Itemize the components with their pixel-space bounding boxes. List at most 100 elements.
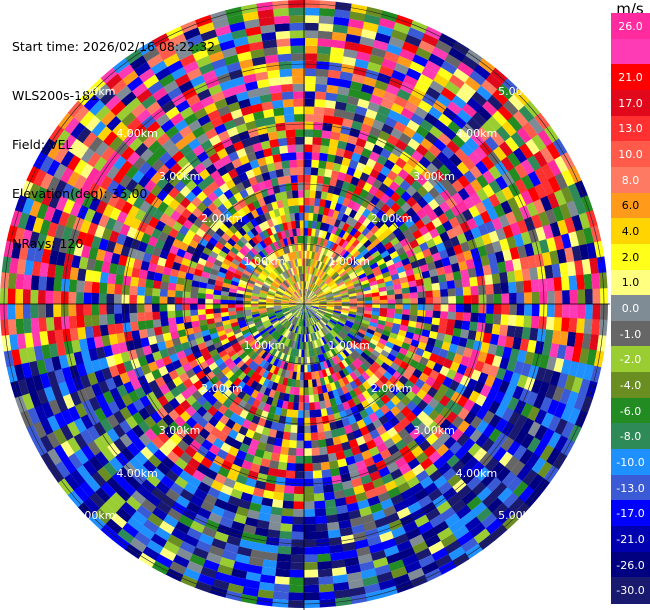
range-gate-cell — [423, 534, 441, 549]
range-gate-cell — [272, 241, 280, 250]
range-gate-cell — [150, 171, 164, 185]
range-gate-cell — [196, 481, 211, 494]
range-gate-cell — [486, 207, 499, 222]
range-gate-cell — [387, 444, 400, 456]
range-gate-cell — [338, 285, 347, 291]
range-gate-cell — [313, 260, 319, 268]
range-gate-cell — [435, 500, 452, 515]
range-gate-cell — [299, 341, 302, 350]
range-gate-cell — [288, 15, 306, 24]
range-gate-cell — [487, 343, 498, 356]
range-gate-cell — [318, 299, 327, 302]
range-gate-cell — [445, 196, 458, 210]
range-gate-cell — [252, 290, 260, 295]
range-gate-cell — [509, 372, 521, 387]
range-gate-cell — [183, 131, 197, 145]
range-gate-cell — [395, 352, 406, 362]
range-gate-cell — [460, 82, 477, 98]
range-gate-cell — [389, 385, 400, 396]
range-gate-cell — [268, 77, 282, 87]
range-gate-cell — [192, 144, 206, 157]
range-gate-cell — [311, 379, 318, 388]
range-gate-cell — [376, 25, 395, 37]
range-gate-cell — [247, 88, 261, 99]
range-gate-cell — [461, 103, 478, 119]
range-gate-cell — [204, 551, 222, 565]
range-gate-cell — [263, 246, 272, 255]
range-gate-cell — [323, 430, 333, 440]
range-gate-cell — [343, 48, 359, 59]
range-gate-cell — [258, 433, 269, 444]
range-gate-cell — [198, 281, 208, 289]
range-gate-cell — [591, 273, 601, 290]
range-gate-cell — [191, 320, 200, 328]
range-gate-cell — [340, 292, 349, 297]
range-gate-cell — [119, 371, 131, 385]
range-gate-cell — [98, 292, 107, 304]
range-gate-cell — [349, 380, 358, 390]
range-gate-cell — [278, 530, 293, 540]
range-gate-cell — [39, 371, 51, 389]
range-gate-cell — [125, 475, 142, 491]
range-gate-cell — [304, 304, 309, 311]
range-gate-cell — [328, 350, 335, 359]
range-gate-cell — [213, 571, 232, 583]
range-gate-cell — [304, 304, 310, 310]
range-gate-cell — [301, 288, 304, 297]
range-gate-cell — [396, 232, 407, 243]
range-gate-cell — [252, 166, 263, 177]
range-gate-cell — [212, 455, 225, 467]
range-gate-cell — [298, 304, 304, 310]
range-gate-cell — [116, 232, 127, 246]
range-gate-cell — [387, 519, 403, 532]
range-gate-cell — [74, 189, 88, 206]
range-gate-cell — [339, 315, 348, 321]
range-gate-cell — [274, 406, 282, 416]
range-gate-cell — [463, 196, 476, 210]
range-gate-cell — [318, 306, 327, 309]
range-gate-cell — [307, 310, 313, 318]
range-gate-cell — [23, 273, 32, 290]
range-gate-cell — [144, 224, 156, 236]
range-gate-cell — [515, 464, 532, 482]
range-gate-cell — [424, 112, 439, 127]
range-gate-cell — [310, 371, 316, 380]
range-gate-cell — [437, 67, 454, 82]
range-gate-cell — [308, 349, 313, 357]
range-gate-cell — [268, 252, 276, 261]
range-gate-cell — [76, 126, 93, 144]
range-gate-cell — [419, 335, 429, 345]
range-gate-cell — [514, 326, 524, 340]
range-gate-cell — [232, 456, 245, 468]
range-gate-cell — [241, 205, 252, 215]
range-gate-cell — [427, 488, 443, 503]
range-gate-cell — [250, 371, 259, 381]
range-gate-cell — [145, 539, 164, 555]
range-gate-cell — [409, 292, 418, 299]
range-gate-cell — [350, 477, 363, 488]
range-gate-cell — [179, 451, 193, 464]
range-gate-cell — [401, 553, 419, 567]
range-gate-cell — [497, 105, 514, 122]
range-gate-cell — [62, 265, 72, 280]
range-gate-cell — [231, 386, 242, 397]
range-gate-cell — [355, 162, 367, 173]
range-gate-cell — [304, 83, 317, 92]
range-gate-cell — [277, 265, 284, 274]
range-gate-cell — [374, 32, 392, 45]
range-gate-cell — [216, 147, 229, 160]
range-gate-cell — [427, 540, 445, 556]
range-gate-cell — [228, 291, 237, 297]
range-gate-cell — [466, 97, 483, 113]
range-gate-cell — [313, 348, 318, 357]
range-gate-cell — [332, 210, 340, 219]
range-gate-cell — [477, 284, 487, 296]
range-gate-cell — [277, 275, 284, 283]
range-gate-cell — [443, 264, 453, 275]
range-gate-cell — [220, 262, 230, 270]
range-gate-cell — [268, 193, 277, 203]
range-gate-cell — [410, 260, 420, 270]
range-gate-cell — [332, 162, 342, 172]
range-gate-cell — [205, 370, 216, 381]
range-gate-cell — [162, 241, 173, 253]
